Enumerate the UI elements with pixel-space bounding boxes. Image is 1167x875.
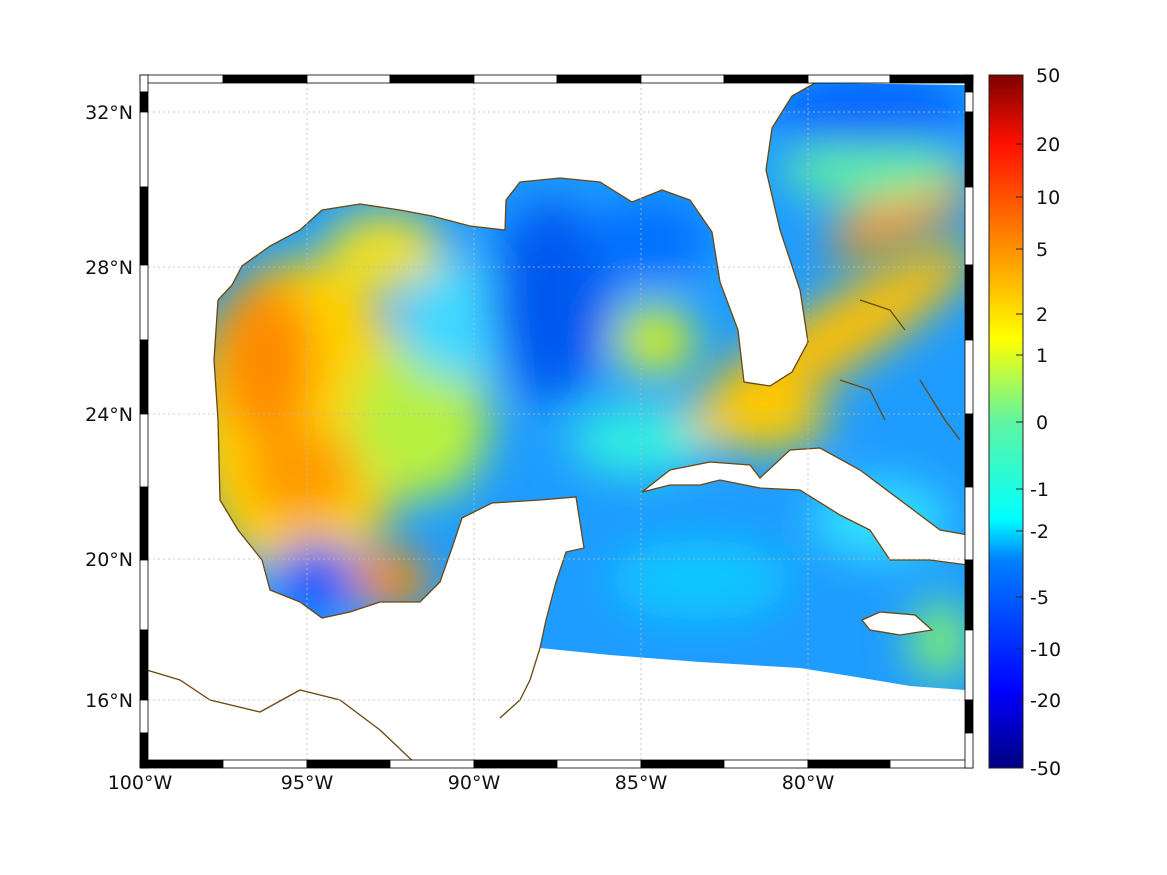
frame-segment — [222, 759, 308, 769]
frame-segment — [306, 74, 391, 84]
frame-segment — [139, 629, 149, 701]
frame-segment — [389, 74, 475, 84]
frame-segment — [139, 732, 149, 769]
frame-segment — [964, 486, 974, 561]
frame-segment — [556, 759, 642, 769]
colorbar-tick-label: -10 — [1030, 639, 1061, 661]
lon-tick-label: 85°W — [615, 772, 668, 794]
frame-segment — [889, 759, 974, 769]
frame-segment — [964, 339, 974, 415]
colorbar-tick-label: -50 — [1030, 758, 1061, 780]
frame-segment — [139, 699, 149, 734]
colorbar-tick-label: 0 — [1036, 412, 1048, 434]
lon-tick-label: 95°W — [281, 772, 334, 794]
frame-segment — [964, 111, 974, 188]
lat-tick-label: 28°N — [85, 257, 133, 279]
lon-tick-label: 90°W — [448, 772, 501, 794]
colorbar-tick-label: -5 — [1030, 587, 1049, 609]
gridlines — [148, 83, 965, 760]
frame-segment — [964, 91, 974, 113]
colorbar-tick-label: 5 — [1036, 239, 1048, 261]
frame-segment — [139, 413, 149, 488]
frame-segment — [964, 699, 974, 734]
frame-segment — [640, 74, 725, 84]
colorbar-tick-label: -20 — [1030, 690, 1061, 712]
bahamas-coast — [839, 299, 961, 441]
frame-segment — [139, 186, 149, 266]
lat-tick-label: 24°N — [85, 404, 133, 426]
frame-segment — [556, 74, 642, 84]
colorbar-ticks: 50 20 10 5 2 1 0 -1 -2 -5 -10 -20 -50 — [1016, 65, 1061, 780]
frame-segment — [389, 759, 475, 769]
frame-segment — [964, 186, 974, 266]
lon-tick-label: 80°W — [782, 772, 835, 794]
frame-segment — [139, 486, 149, 561]
frame-segment — [306, 759, 391, 769]
frame-segment — [723, 759, 809, 769]
lon-tick-label: 100°W — [108, 772, 173, 794]
frame-segment — [139, 759, 224, 769]
frame-segment — [964, 74, 974, 93]
colorbar-tick-label: 1 — [1036, 345, 1048, 367]
jamaica-coast — [860, 611, 934, 636]
gulf-coast — [213, 82, 816, 649]
colorbar-tick-label: 2 — [1036, 304, 1048, 326]
colorbar-tick-label: 20 — [1036, 134, 1060, 156]
frame-segment — [139, 559, 149, 631]
frame-segment — [964, 264, 974, 341]
colorbar-tick-label: -1 — [1030, 479, 1049, 501]
frame-segment — [139, 264, 149, 341]
frame-segment — [723, 74, 809, 84]
frame-segment — [964, 629, 974, 701]
frame-segment — [222, 74, 308, 84]
frame-segment — [640, 759, 725, 769]
colorbar-tick-label: 50 — [1036, 65, 1060, 87]
colorbar-tick-label: -2 — [1030, 521, 1049, 543]
lat-tick-labels: 32°N 28°N 24°N 20°N 16°N — [85, 102, 133, 712]
yucatan-coast — [139, 647, 541, 769]
lat-tick-label: 32°N — [85, 102, 133, 124]
frame-segment — [473, 74, 558, 84]
frame-segment — [964, 413, 974, 488]
frame-segment — [889, 74, 974, 84]
frame-segment — [139, 74, 149, 93]
map-frame — [139, 74, 974, 769]
coastlines — [139, 82, 969, 769]
frame-segment — [139, 91, 149, 113]
frame-segment — [807, 759, 891, 769]
frame-segment — [139, 111, 149, 188]
lon-tick-labels: 100°W 95°W 90°W 85°W 80°W — [108, 772, 835, 794]
frame-segment — [964, 732, 974, 769]
colorbar-tick-label: 10 — [1036, 187, 1060, 209]
lat-tick-label: 16°N — [85, 690, 133, 712]
frame-segment — [139, 339, 149, 415]
sea-level-heatmap — [214, 83, 965, 690]
frame-segment — [139, 74, 224, 84]
lat-tick-label: 20°N — [85, 549, 133, 571]
frame-segment — [807, 74, 891, 84]
frame-segment — [473, 759, 558, 769]
frame-segment — [964, 559, 974, 631]
